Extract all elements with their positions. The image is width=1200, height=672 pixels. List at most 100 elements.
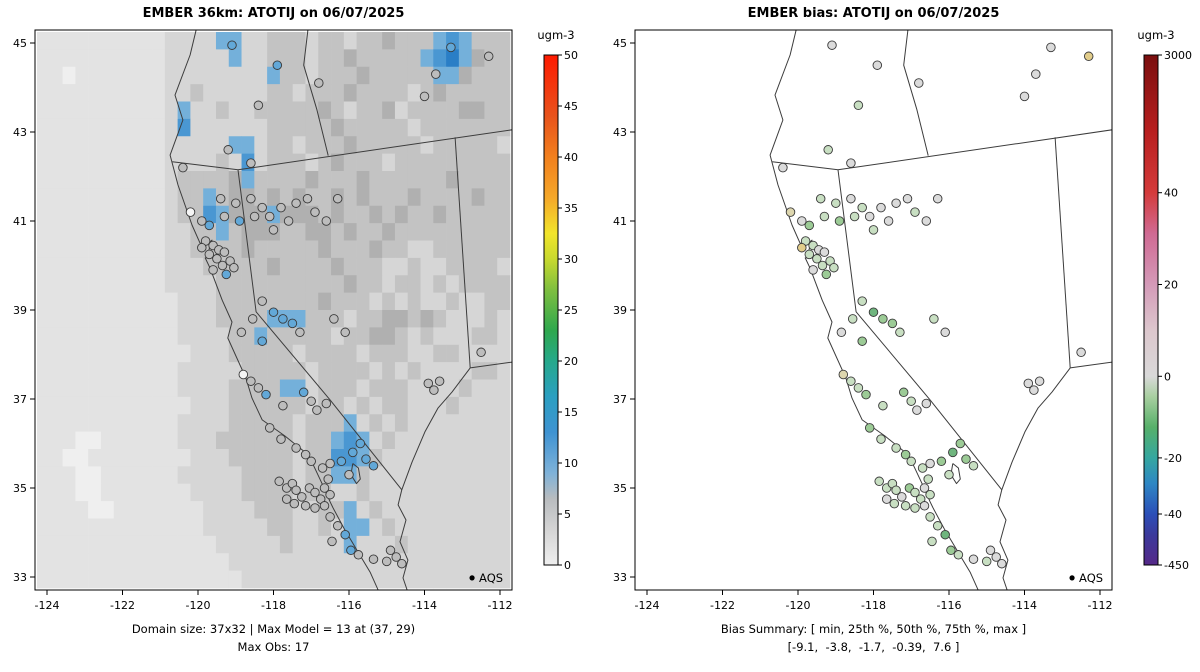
station-point <box>278 314 288 324</box>
outline-nv_ut_border <box>454 137 471 368</box>
colorbar-tick-label: 3000 <box>1164 49 1192 62</box>
bias-plot-area: AQS -124 -122 -120 -118 -116 -114 -112 33 35 37 39 4… <box>613 29 1192 612</box>
bias-station-points <box>778 40 1094 569</box>
station-point <box>836 327 847 338</box>
station-point <box>306 396 316 406</box>
station-point <box>821 269 832 280</box>
station-point <box>353 550 364 560</box>
station-point <box>276 202 286 213</box>
station-point <box>857 336 867 346</box>
station-point <box>332 193 343 204</box>
station-point <box>906 456 916 467</box>
station-point <box>231 198 241 208</box>
y-tick-label: 43 <box>13 126 27 139</box>
station-point <box>968 461 979 471</box>
station-point <box>419 91 430 102</box>
x-tick-label: -116 <box>337 599 362 612</box>
station-point <box>864 211 875 222</box>
station-point <box>872 60 883 70</box>
outline-or_id_border <box>303 30 329 156</box>
station-point <box>312 405 322 415</box>
station-point <box>925 512 935 522</box>
station-point <box>325 458 335 469</box>
station-point <box>940 327 950 338</box>
station-point <box>812 254 822 264</box>
station-point <box>291 485 301 495</box>
station-point <box>991 552 1001 562</box>
y-tick-label: 37 <box>13 393 27 406</box>
station-point <box>876 202 886 213</box>
model-caption-domain: Domain size: 37x32 | Max Model = 13 at (… <box>131 622 416 636</box>
y-tick-label: 43 <box>613 126 627 139</box>
colorbar-tick-label: 40 <box>1164 187 1178 200</box>
station-point <box>864 423 875 433</box>
station-point <box>797 216 807 226</box>
station-point <box>925 489 935 500</box>
station-point <box>227 40 237 50</box>
station-point <box>921 398 932 409</box>
aqs-legend-dot <box>1069 575 1075 581</box>
colorbar-tick-label: 10 <box>564 457 578 470</box>
station-point <box>912 405 922 415</box>
station-point <box>281 494 292 504</box>
station-point <box>932 193 943 204</box>
station-point <box>332 521 343 531</box>
station-point <box>914 78 924 88</box>
station-point <box>272 60 283 70</box>
station-point <box>336 456 347 467</box>
station-point <box>923 474 933 484</box>
y-tick-label: 45 <box>13 37 27 50</box>
station-point <box>246 376 256 386</box>
station-point <box>429 385 439 395</box>
station-point <box>348 447 358 458</box>
station-point <box>319 483 330 493</box>
station-point <box>319 501 330 511</box>
bias-map-plot: AQS -124 -122 -120 -118 -116 -114 -112 33 35 37 39 4… <box>613 29 1192 612</box>
station-point <box>910 487 920 498</box>
colorbar-tick-label: -450 <box>1164 559 1189 572</box>
station-point <box>204 249 215 260</box>
station-point <box>287 318 298 329</box>
station-point <box>325 489 335 500</box>
station-point <box>317 463 328 473</box>
station-point <box>246 158 256 168</box>
y-tick-label: 35 <box>13 482 27 495</box>
aqs-legend: AQS <box>469 571 503 585</box>
station-point <box>847 314 858 324</box>
station-point <box>289 498 300 509</box>
station-point <box>940 529 950 540</box>
station-point <box>321 398 332 409</box>
station-point <box>329 314 339 324</box>
station-point <box>236 327 247 338</box>
station-point <box>268 307 279 317</box>
station-point <box>291 443 301 453</box>
station-point <box>932 521 943 531</box>
station-point <box>446 42 456 53</box>
station-point <box>927 536 937 547</box>
colorbar-tick-label: 30 <box>564 253 578 266</box>
model-colorbar: 0 5 10 15 20 25 30 35 40 45 50 <box>543 49 578 572</box>
colorbar-tick-label: -40 <box>1164 508 1182 521</box>
aqs-legend: AQS <box>1069 571 1103 585</box>
station-point <box>868 307 879 317</box>
station-point <box>981 556 992 567</box>
outline-colorado_river <box>397 489 409 590</box>
station-point <box>208 265 218 275</box>
station-point <box>834 216 845 226</box>
outline-nv_ut_border <box>1054 137 1071 368</box>
station-point <box>298 387 309 398</box>
station-point <box>961 454 971 464</box>
station-point <box>257 202 267 213</box>
station-point <box>340 327 350 338</box>
station-point <box>306 456 316 467</box>
station-point <box>925 458 935 469</box>
station-point <box>178 162 188 173</box>
x-tick-label: -116 <box>937 599 962 612</box>
colorbar-gradient <box>1143 54 1159 566</box>
station-point <box>297 492 307 502</box>
y-tick-label: 37 <box>613 393 627 406</box>
x-tick-label: -112 <box>488 599 513 612</box>
station-point <box>853 383 864 393</box>
station-point <box>323 474 333 484</box>
station-point <box>483 51 494 62</box>
